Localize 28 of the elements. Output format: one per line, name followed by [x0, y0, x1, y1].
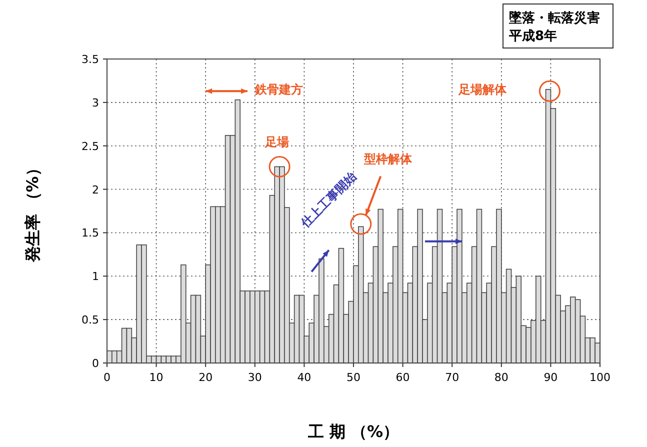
- x-tick-label: 50: [346, 371, 360, 384]
- annotation: 足場解体: [457, 82, 508, 97]
- annotation: 仕上工事開始: [297, 168, 360, 231]
- y-tick-label: 2.5: [82, 140, 99, 153]
- y-tick-label: 0: [92, 357, 99, 370]
- x-tick-label: 70: [445, 371, 460, 384]
- x-axis-title: 工 期 （%）: [306, 422, 400, 441]
- x-tick-label: 90: [544, 371, 558, 384]
- x-tick-label: 100: [590, 371, 610, 384]
- annotation: 型枠解体: [363, 152, 414, 166]
- y-tick-label: 3: [92, 96, 99, 110]
- annotation: 足場: [264, 134, 290, 149]
- y-tick-label: 1.5: [82, 226, 99, 240]
- y-tick-label: 2: [92, 183, 99, 196]
- x-tick-label: 10: [149, 371, 164, 384]
- y-axis-title: 発生率 （%）: [23, 160, 42, 263]
- x-tick-label: 0: [104, 371, 110, 384]
- x-tick-label: 60: [396, 371, 410, 384]
- x-tick-label: 80: [494, 371, 508, 384]
- y-tick-label: 0.5: [82, 314, 99, 327]
- x-tick-label: 30: [248, 371, 262, 384]
- y-tick-label: 1: [92, 270, 99, 284]
- x-tick-label: 20: [198, 371, 213, 384]
- x-tick-label: 40: [297, 371, 312, 384]
- annotation: 鉄骨建方: [254, 82, 303, 97]
- y-tick-label: 3.5: [82, 53, 99, 66]
- text: 墜落・転落災害: [508, 10, 600, 26]
- text: 平成8年: [508, 29, 558, 44]
